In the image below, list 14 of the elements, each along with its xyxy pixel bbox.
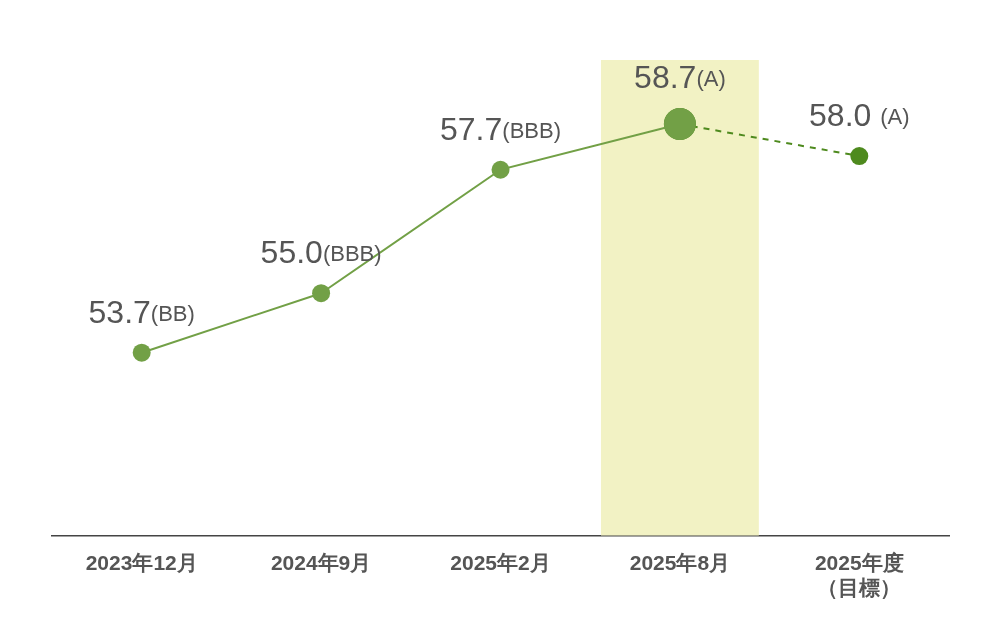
x-tick-label: 2025年8月: [629, 551, 731, 574]
data-label: 53.7(BB): [88, 293, 195, 330]
point: [132, 343, 151, 362]
data-label: 58.7(A): [634, 59, 726, 96]
point: [850, 147, 869, 166]
data-label: 55.0(BBB): [260, 234, 382, 271]
point: [491, 160, 510, 179]
x-tick-label: 2025年2月: [450, 551, 551, 574]
x-tick-label: 2025年度（目標）: [814, 551, 904, 600]
point: [312, 284, 331, 303]
x-tick-label: 2023年12月: [85, 551, 198, 574]
x-tick-label: 2024年9月: [270, 551, 372, 574]
data-label: 57.7(BBB): [440, 110, 561, 147]
data-label: 58.0 (A): [809, 97, 910, 134]
